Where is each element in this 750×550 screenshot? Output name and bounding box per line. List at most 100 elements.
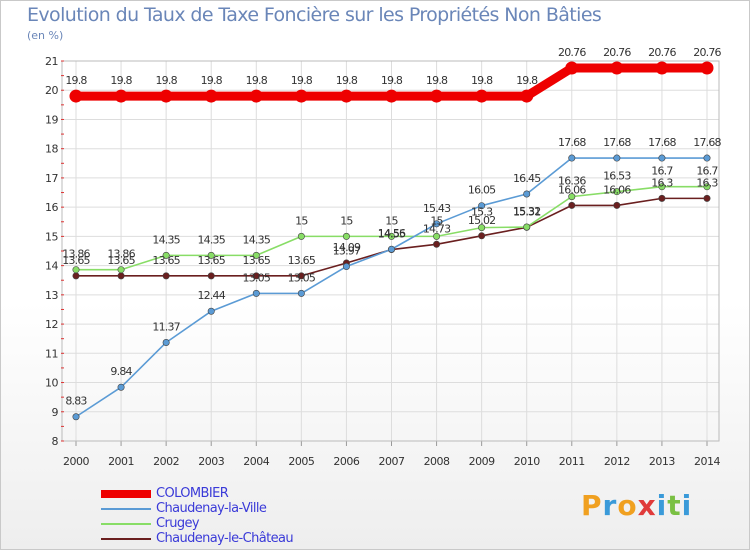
data-point xyxy=(568,193,576,201)
data-point xyxy=(658,154,666,162)
data-label: 9.84 xyxy=(110,365,132,378)
data-point xyxy=(294,89,308,103)
y-tick-label: 8 xyxy=(52,435,59,448)
data-point xyxy=(613,201,621,209)
data-label: 17.68 xyxy=(693,136,721,149)
x-tick-label: 2006 xyxy=(333,455,359,468)
x-tick-label: 2008 xyxy=(424,455,450,468)
data-point xyxy=(72,266,80,274)
proxiti-logo: Proxiti xyxy=(581,489,692,522)
y-tick-label: 11 xyxy=(45,347,58,360)
logo-letter: i xyxy=(681,489,693,522)
data-label: 13.86 xyxy=(107,248,135,261)
data-label: 14.35 xyxy=(197,233,225,246)
y-tick-label: 19 xyxy=(45,113,58,126)
data-point xyxy=(117,383,125,391)
data-label: 16.7 xyxy=(651,165,673,178)
y-tick-label: 12 xyxy=(45,318,58,331)
data-point xyxy=(252,272,260,280)
data-point xyxy=(162,338,170,346)
legend-swatch xyxy=(101,490,151,498)
data-point xyxy=(433,232,441,240)
data-label: 20.76 xyxy=(558,46,586,59)
y-tick-label: 13 xyxy=(45,289,58,302)
data-label: 13.65 xyxy=(152,254,180,267)
data-point xyxy=(568,154,576,162)
data-label: 19.8 xyxy=(291,74,313,87)
data-label: 20.76 xyxy=(648,46,676,59)
y-tick-label: 16 xyxy=(45,201,58,214)
data-label: 16.3 xyxy=(651,176,673,189)
data-point xyxy=(523,223,531,231)
x-tick-label: 2004 xyxy=(243,455,269,468)
data-label: 16.06 xyxy=(558,183,586,196)
data-label: 13.65 xyxy=(107,254,135,267)
data-label: 19.8 xyxy=(426,74,448,87)
data-label: 17.68 xyxy=(603,136,631,149)
data-point xyxy=(72,272,80,280)
data-point xyxy=(114,89,128,103)
chart-title: Evolution du Taux de Taxe Foncière sur l… xyxy=(27,4,602,26)
y-tick-label: 10 xyxy=(45,377,58,390)
data-label: 15.3 xyxy=(471,206,493,219)
data-label: 15.43 xyxy=(423,202,451,215)
x-tick-label: 2000 xyxy=(63,455,89,468)
data-point xyxy=(433,240,441,248)
data-point xyxy=(252,289,260,297)
legend-label: Chaudenay-le-Château xyxy=(156,531,294,546)
x-tick-label: 2001 xyxy=(108,455,134,468)
data-point xyxy=(252,251,260,259)
data-label: 14.56 xyxy=(378,227,406,240)
data-label: 16.45 xyxy=(513,172,541,185)
data-point xyxy=(568,201,576,209)
data-label: 13.65 xyxy=(243,254,271,267)
data-point xyxy=(658,194,666,202)
legend-swatch xyxy=(101,523,151,525)
data-point xyxy=(162,272,170,280)
data-point xyxy=(613,154,621,162)
data-point xyxy=(72,413,80,421)
y-tick-label: 21 xyxy=(45,55,58,68)
data-point xyxy=(703,183,711,191)
data-point xyxy=(658,183,666,191)
data-point xyxy=(207,307,215,315)
y-tick-label: 17 xyxy=(45,172,58,185)
data-point xyxy=(433,220,441,228)
data-label: 15 xyxy=(340,214,353,227)
legend-label: Crugey xyxy=(156,516,200,531)
data-point xyxy=(204,89,218,103)
logo-letter: r xyxy=(602,489,618,522)
legend-label: COLOMBIER xyxy=(156,486,229,501)
chart-unit-label: (en %) xyxy=(27,29,64,42)
data-point xyxy=(610,61,624,75)
data-label: 15 xyxy=(430,214,443,227)
x-tick-label: 2011 xyxy=(559,455,585,468)
data-label: 19.8 xyxy=(155,74,177,87)
data-point xyxy=(703,194,711,202)
data-point xyxy=(162,251,170,259)
data-label: 20.76 xyxy=(693,46,721,59)
data-label: 14.35 xyxy=(243,233,271,246)
legend-swatch xyxy=(101,538,151,540)
data-label: 19.8 xyxy=(471,74,493,87)
data-label: 13.65 xyxy=(62,254,90,267)
data-point xyxy=(339,89,353,103)
x-tick-label: 2009 xyxy=(469,455,495,468)
data-point xyxy=(297,289,305,297)
data-label: 16.06 xyxy=(603,183,631,196)
data-label: 19.8 xyxy=(381,74,403,87)
data-point xyxy=(342,262,350,270)
data-point xyxy=(478,232,486,240)
x-tick-label: 2007 xyxy=(379,455,405,468)
x-tick-label: 2012 xyxy=(604,455,630,468)
data-label: 16.53 xyxy=(603,170,631,183)
logo-letter: i xyxy=(656,489,668,522)
data-label: 14.09 xyxy=(333,241,361,254)
y-tick-label: 15 xyxy=(45,230,58,243)
data-label: 19.8 xyxy=(246,74,268,87)
data-point xyxy=(703,154,711,162)
y-tick-label: 18 xyxy=(45,143,58,156)
data-label: 19.8 xyxy=(110,74,132,87)
data-label: 17.68 xyxy=(648,136,676,149)
